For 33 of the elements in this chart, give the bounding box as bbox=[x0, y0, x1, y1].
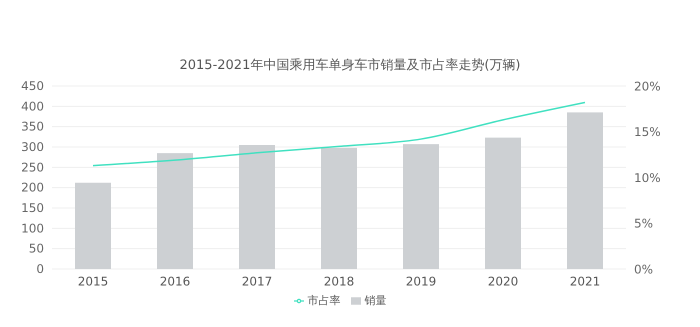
y-tick-label: 150 bbox=[21, 201, 44, 215]
x-tick-label: 2015 bbox=[78, 274, 108, 289]
legend-label: 市占率 bbox=[308, 294, 340, 307]
legend-label: 销量 bbox=[364, 294, 386, 307]
bar bbox=[157, 153, 193, 269]
y-tick-label: 400 bbox=[21, 99, 44, 114]
bar bbox=[239, 144, 275, 269]
y-tick-label: 200 bbox=[21, 180, 44, 195]
y-tick-label: 450 bbox=[21, 79, 44, 93]
x-tick-label: 2019 bbox=[406, 274, 436, 289]
y2-tick-label: 0% bbox=[634, 262, 654, 276]
y2-tick-label: 5% bbox=[634, 216, 654, 231]
y-tick-label: 100 bbox=[21, 221, 44, 236]
y-tick-label: 350 bbox=[21, 120, 44, 134]
y-tick-label: 50 bbox=[28, 242, 44, 256]
x-tick-label: 2017 bbox=[242, 274, 272, 289]
bar bbox=[75, 182, 111, 269]
bar bbox=[321, 148, 357, 269]
y2-tick-label: 15% bbox=[634, 125, 661, 140]
bar bbox=[485, 138, 521, 269]
line-series bbox=[92, 102, 586, 166]
x-tick-label: 2018 bbox=[324, 274, 354, 289]
bar bbox=[403, 144, 439, 269]
y-tick-label: 250 bbox=[21, 160, 44, 174]
y-tick-label: 0 bbox=[36, 262, 44, 276]
y2-tick-label: 10% bbox=[634, 170, 661, 185]
x-tick-label: 2021 bbox=[570, 274, 600, 289]
x-tick-label: 2016 bbox=[160, 274, 190, 289]
chart-title: 2015-2021年中国乘用车单身车市销量及市占率走势(万辆) bbox=[178, 57, 522, 74]
x-tick-label: 2020 bbox=[488, 274, 518, 289]
y2-tick-label: 20% bbox=[634, 79, 661, 94]
bar bbox=[567, 112, 603, 269]
y-tick-label: 300 bbox=[21, 140, 44, 154]
